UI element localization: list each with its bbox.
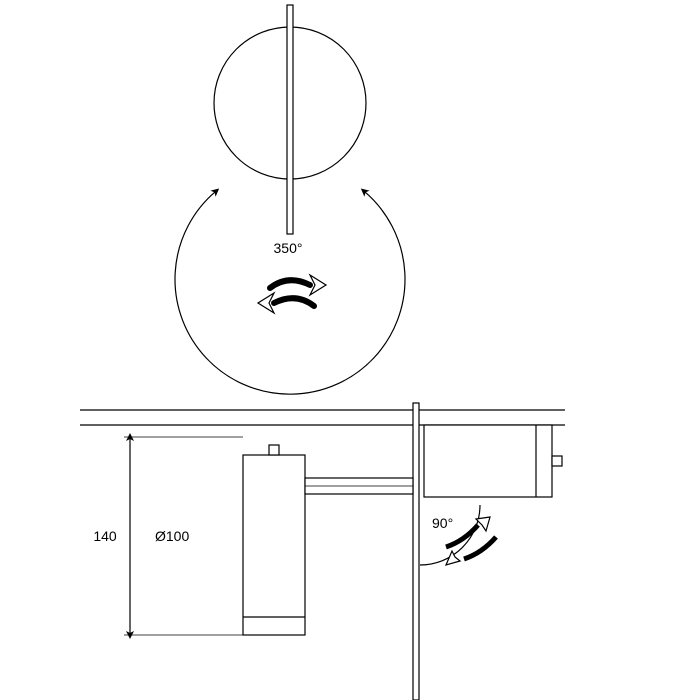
lamp-body [243,455,305,635]
rotation-angle-label: 350° [274,240,303,256]
height-dim-label: 140 [93,528,117,544]
diameter-dim-label: Ø100 [155,528,189,544]
tilt-angle-label: 90° [432,515,453,531]
